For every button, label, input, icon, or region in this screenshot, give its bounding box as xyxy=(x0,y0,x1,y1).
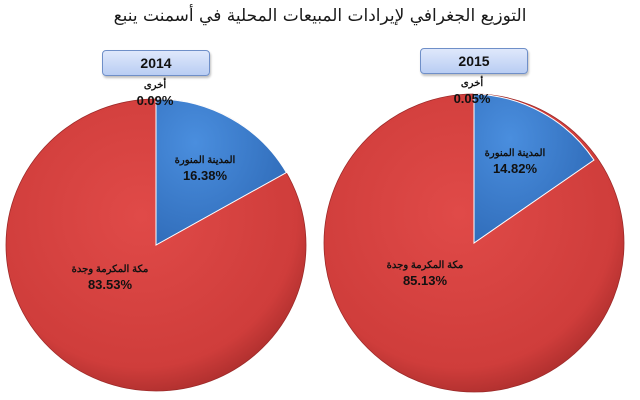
year-label-2015: 2015 xyxy=(420,48,528,74)
label-madinah-2015: المدينة المنورة 14.82% xyxy=(484,148,546,176)
label-other-2014: أخرى 0.09% xyxy=(136,80,174,108)
chart-title: التوزيع الجغرافي لإيرادات المبيعات المحل… xyxy=(113,6,527,26)
label-makkah-jeddah-2015: مكة المكرمة وجدة 85.13% xyxy=(386,260,464,288)
slice-madinah-2015 xyxy=(473,93,595,244)
year-label-2014: 2014 xyxy=(102,50,210,76)
pie-2015 xyxy=(323,93,625,393)
pie-2014 xyxy=(5,98,307,392)
slice-madinah-2014 xyxy=(155,98,288,246)
label-makkah-jeddah-2014: مكة المكرمة وجدة 83.53% xyxy=(71,264,149,292)
label-madinah-2014: المدينة المنورة 16.38% xyxy=(174,155,236,183)
label-other-2015: أخرى 0.05% xyxy=(453,78,491,106)
